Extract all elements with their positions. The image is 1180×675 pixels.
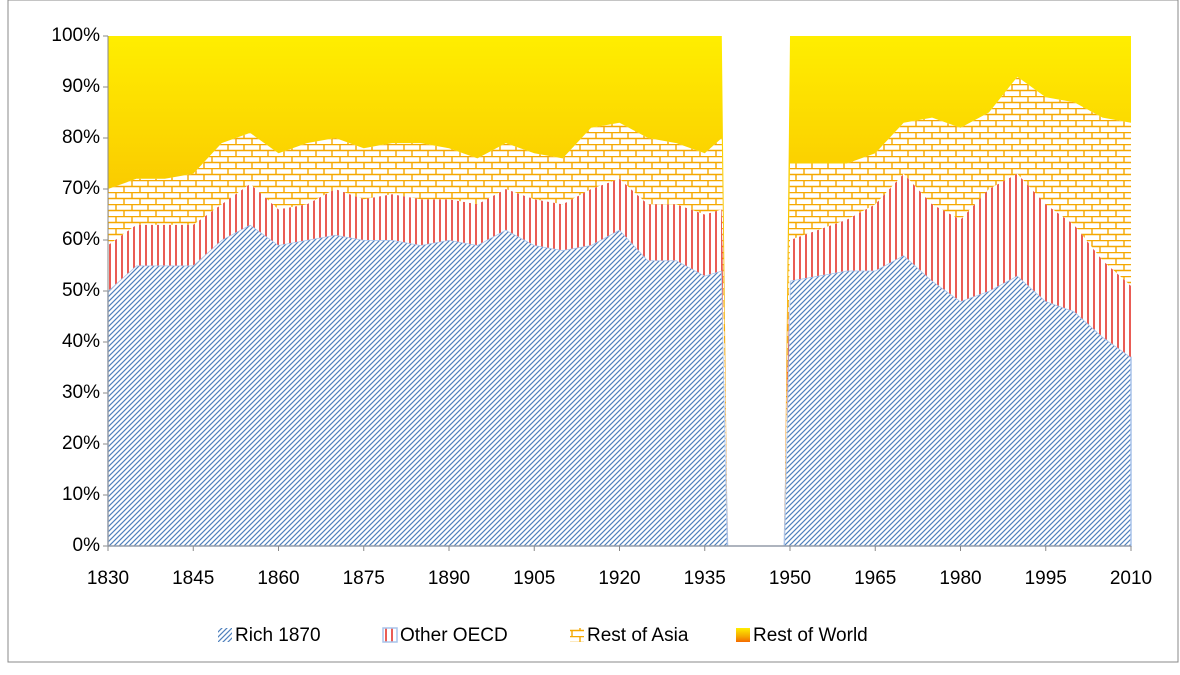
x-tick-label: 1845 <box>172 568 214 589</box>
legend-label: Rich 1870 <box>235 625 321 646</box>
x-tick-label: 1920 <box>598 568 640 589</box>
y-tick-label: 0% <box>73 535 101 556</box>
x-tick-label: 1875 <box>343 568 385 589</box>
y-tick-label: 30% <box>62 382 100 403</box>
x-tick-label: 1950 <box>769 568 811 589</box>
y-tick-label: 40% <box>62 331 100 352</box>
x-tick-label: 1830 <box>87 568 129 589</box>
x-tick-label: 1860 <box>257 568 299 589</box>
y-tick-label: 60% <box>62 229 100 250</box>
y-tick-label: 80% <box>62 127 100 148</box>
x-tick-label: 2010 <box>1110 568 1152 589</box>
area <box>108 173 1131 546</box>
y-tick-label: 90% <box>62 76 100 97</box>
y-tick-label: 10% <box>62 484 100 505</box>
legend-swatch <box>570 628 584 642</box>
y-tick-label: 50% <box>62 280 100 301</box>
legend-label: Rest of Asia <box>587 625 689 646</box>
x-tick-label: 1965 <box>854 568 896 589</box>
area <box>108 76 1131 547</box>
legend-label: Rest of World <box>753 625 868 646</box>
x-tick-label: 1905 <box>513 568 555 589</box>
legend-swatch <box>382 627 398 643</box>
area <box>108 36 1131 546</box>
frame <box>7 0 1179 663</box>
x-tick-label: 1935 <box>684 568 726 589</box>
legend-swatch <box>736 628 750 642</box>
y-tick-label: 100% <box>51 25 100 46</box>
x-tick-label: 1980 <box>939 568 981 589</box>
x-tick-label: 1995 <box>1025 568 1067 589</box>
y-tick-label: 70% <box>62 178 100 199</box>
x-tick-label: 1890 <box>428 568 470 589</box>
legend-swatch <box>218 628 232 642</box>
legend-label: Other OECD <box>400 625 508 646</box>
y-tick-label: 20% <box>62 433 100 454</box>
